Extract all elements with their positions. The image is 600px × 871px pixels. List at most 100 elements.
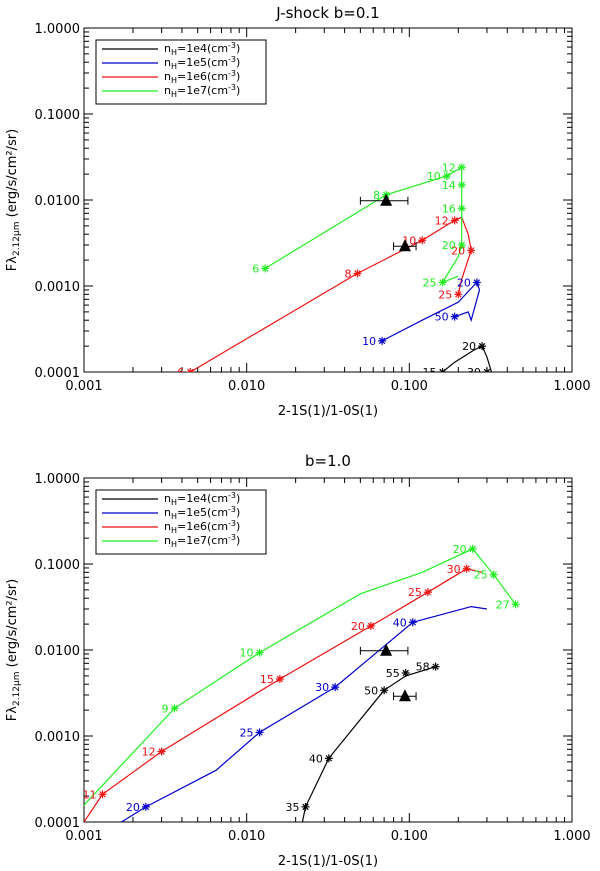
observation xyxy=(393,689,417,702)
legend-label: nH=1e7(cm-3) xyxy=(164,533,240,549)
star-marker xyxy=(324,754,333,763)
chart-title: J-shock b=0.1 xyxy=(275,4,379,22)
star-stroke xyxy=(458,205,465,212)
x-tick-label: 0.001 xyxy=(65,379,102,394)
point-label: 50 xyxy=(364,684,378,697)
star-stroke xyxy=(402,669,409,677)
star-stroke xyxy=(418,237,426,244)
y-axis-label-units: (erg/s/cm²/sr) xyxy=(5,579,20,672)
point-label: 10 xyxy=(427,170,441,183)
legend-label-part: ) xyxy=(236,534,240,547)
y-tick-label: 0.0001 xyxy=(35,366,81,381)
legend-label-part: n xyxy=(164,42,171,55)
star-stroke xyxy=(486,368,491,372)
star-marker xyxy=(468,544,477,553)
star-stroke xyxy=(409,619,417,626)
y-axis-label-main: Fλ xyxy=(5,706,20,721)
series-group: 35 40 50 55 58 20 25 30 40 11 12 15 20 25 30 9 10 20 25 27 xyxy=(84,543,520,822)
legend-label-part: n xyxy=(164,56,171,69)
point-label: 20 xyxy=(462,340,476,353)
star-stroke xyxy=(458,181,465,189)
axis-ticks: 0.001 0.010 0.100 1.000 0.0001 0.0010 0.0100 0.… xyxy=(35,22,591,394)
legend-label-part: =1e6(cm xyxy=(177,520,228,533)
point-label: 20 xyxy=(442,239,456,252)
point-label: 20 xyxy=(453,543,467,556)
legend-box xyxy=(95,489,267,555)
legend: nH=1e4(cm-3)nH=1e5(cm-3)nH=1e6(cm-3)nH=1… xyxy=(95,489,267,555)
legend-label: nH=1e4(cm-3) xyxy=(164,491,240,507)
point-label: 50 xyxy=(435,311,449,324)
star-marker xyxy=(482,368,491,372)
legend-label-part: -3 xyxy=(228,519,236,528)
series-line xyxy=(84,568,483,822)
legend-label-part: H xyxy=(171,498,177,507)
star-stroke xyxy=(276,675,284,683)
y-tick-label: 0.0100 xyxy=(35,194,81,209)
point-label: 20 xyxy=(457,276,471,289)
star-marker xyxy=(450,312,459,321)
point-label: 10 xyxy=(240,647,254,660)
legend-label-part: -3 xyxy=(228,41,236,50)
y-axis-label-subscript: 2.12μm xyxy=(12,671,22,706)
observation xyxy=(393,239,417,252)
point-label: 58 xyxy=(416,661,430,674)
point-label: 30 xyxy=(315,681,329,694)
y-axis-label: Fλ2.12μm (erg/s/cm²/sr) xyxy=(5,579,22,721)
y-tick-label: 0.0010 xyxy=(35,280,81,295)
star-stroke xyxy=(467,247,475,254)
x-tick-label: 0.010 xyxy=(228,829,265,844)
star-stroke xyxy=(261,265,269,272)
legend-label-part: ) xyxy=(236,84,240,97)
point-label: 12 xyxy=(435,214,449,227)
y-axis-label-main: Fλ xyxy=(5,256,20,271)
star-marker xyxy=(478,342,487,351)
star-stroke xyxy=(187,368,192,372)
star-marker xyxy=(457,163,466,172)
star-stroke xyxy=(441,368,446,372)
series-line xyxy=(264,166,463,284)
point-label: 8 xyxy=(373,189,380,202)
x-axis-label: 2-1S(1)/1-0S(1) xyxy=(278,404,378,419)
legend-label-part: H xyxy=(171,48,177,57)
star-marker xyxy=(467,246,476,255)
y-tick-label: 0.1000 xyxy=(35,108,81,123)
legend-label-part: n xyxy=(164,84,171,97)
point-label: 6 xyxy=(252,262,259,275)
star-stroke xyxy=(256,729,263,736)
legend-label-part: n xyxy=(164,534,171,547)
observation-triangle xyxy=(380,193,393,206)
plot-area: 0.001 0.010 0.100 1.000 0.0001 0.0010 0.0100 0.… xyxy=(35,22,591,394)
star-marker xyxy=(380,686,389,695)
point-label: 14 xyxy=(442,179,456,192)
legend-label-part: H xyxy=(171,540,177,549)
point-label: 8 xyxy=(344,267,351,280)
star-stroke xyxy=(302,803,309,811)
star-stroke xyxy=(432,663,439,670)
star-stroke xyxy=(478,342,486,350)
star-marker xyxy=(301,802,310,811)
legend-label-part: -3 xyxy=(228,533,236,542)
star-marker xyxy=(462,564,471,573)
series-line xyxy=(189,216,472,372)
y-tick-label: 1.0000 xyxy=(35,22,81,37)
y-tick-label: 0.0100 xyxy=(35,644,81,659)
panel-bottom: b=1.0 2-1S(1)/1-0S(1) Fλ2.12μm (erg/s/cm… xyxy=(5,452,591,869)
star-stroke xyxy=(490,571,497,578)
star-marker xyxy=(141,802,150,811)
chart-title: b=1.0 xyxy=(305,452,351,470)
star-stroke xyxy=(473,279,481,286)
point-label: 40 xyxy=(309,752,323,765)
observation xyxy=(359,193,409,206)
star-marker xyxy=(438,368,447,372)
y-tick-label: 1.0000 xyxy=(35,472,81,487)
point-label: 25 xyxy=(408,586,422,599)
star-marker xyxy=(450,216,459,225)
x-tick-label: 0.001 xyxy=(65,829,102,844)
x-tick-label: 0.010 xyxy=(228,379,265,394)
point-label: 20 xyxy=(351,620,365,633)
star-marker xyxy=(261,264,270,273)
star-marker xyxy=(366,622,375,631)
star-stroke xyxy=(458,241,465,249)
point-label: 25 xyxy=(438,288,452,301)
star-stroke xyxy=(451,217,458,224)
